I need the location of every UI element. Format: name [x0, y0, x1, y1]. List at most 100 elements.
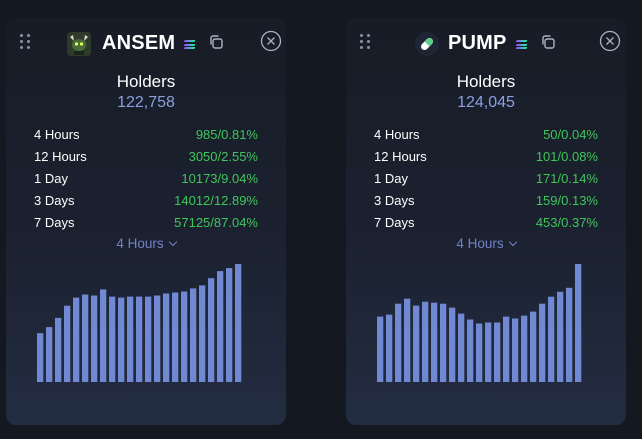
ansem-token-logo-icon	[67, 32, 91, 56]
chart-bar[interactable]	[503, 316, 510, 382]
chart-bar[interactable]	[145, 296, 152, 382]
pump-pill-logo-icon	[415, 32, 439, 56]
stat-row: 12 Hours 101/0.08%	[374, 146, 598, 168]
stat-value: 57125/87.04%	[174, 214, 258, 230]
holders-bar-chart	[377, 264, 582, 383]
chart-bar[interactable]	[73, 297, 80, 382]
chart-bar[interactable]	[539, 303, 546, 382]
stat-row: 4 Hours 50/0.04%	[374, 124, 598, 146]
chart-bar[interactable]	[181, 291, 188, 383]
chart-bar[interactable]	[404, 298, 411, 382]
chart-bar[interactable]	[37, 333, 44, 382]
token-card-pump: PUMP Holders 124,045 4 Hours 50/0.04% 12 …	[346, 18, 626, 425]
card-header: PUMP	[346, 28, 626, 58]
drag-handle-icon[interactable]	[20, 34, 30, 50]
stat-row: 12 Hours 3050/2.55%	[34, 146, 258, 168]
chart-bar[interactable]	[226, 268, 233, 382]
time-range-value: 4 Hours	[116, 236, 164, 251]
chart-bar[interactable]	[127, 296, 134, 382]
token-ticker: ANSEM	[102, 32, 176, 54]
token-ticker: PUMP	[448, 32, 507, 54]
chart-bar[interactable]	[55, 317, 62, 382]
stat-label: 3 Days	[34, 192, 75, 208]
chart-bar[interactable]	[82, 294, 89, 383]
holders-label: Holders	[116, 72, 176, 91]
stat-row: 7 Days 57125/87.04%	[34, 211, 258, 233]
stat-value: 14012/12.89%	[174, 192, 258, 208]
stat-row: 3 Days 14012/12.89%	[34, 189, 258, 211]
card-header: ANSEM	[6, 28, 286, 58]
chart-bar[interactable]	[458, 313, 465, 382]
drag-handle-icon[interactable]	[360, 34, 370, 50]
chart-bar[interactable]	[46, 327, 53, 382]
stat-value: 453/0.37%	[535, 214, 598, 230]
close-icon[interactable]	[599, 30, 621, 52]
holders-count: 122,758	[117, 94, 175, 111]
chart-bar[interactable]	[467, 319, 474, 383]
chart-bar[interactable]	[566, 287, 573, 382]
stat-label: 1 Day	[34, 170, 68, 186]
chart-bar[interactable]	[476, 323, 483, 383]
chart-bar[interactable]	[100, 289, 107, 382]
holders-bar-chart	[37, 264, 242, 383]
copy-icon[interactable]	[540, 34, 556, 50]
chart-bar[interactable]	[91, 295, 98, 383]
chart-bar[interactable]	[431, 302, 438, 382]
chart-bar[interactable]	[386, 314, 393, 382]
chart-bar[interactable]	[118, 297, 125, 382]
stat-value: 985/0.81%	[195, 127, 258, 143]
stat-row: 3 Days 159/0.13%	[374, 189, 598, 211]
chart-bar[interactable]	[548, 296, 555, 382]
chart-bar[interactable]	[521, 315, 528, 382]
holders-label: Holders	[456, 72, 516, 91]
solana-icon	[515, 40, 528, 49]
chart-bar[interactable]	[494, 322, 501, 383]
chart-bar[interactable]	[575, 264, 582, 382]
stat-label: 7 Days	[34, 214, 75, 230]
stat-label: 7 Days	[374, 214, 415, 230]
stat-value: 159/0.13%	[535, 192, 598, 208]
chart-bar[interactable]	[485, 322, 492, 383]
time-range-dropdown[interactable]: 4 Hours	[6, 236, 286, 251]
time-range-value: 4 Hours	[456, 236, 504, 251]
chart-bar[interactable]	[440, 303, 447, 382]
close-icon[interactable]	[260, 30, 282, 52]
chart-bar[interactable]	[190, 288, 197, 382]
stat-label: 4 Hours	[374, 127, 420, 143]
chart-bar[interactable]	[395, 303, 402, 382]
chart-bar[interactable]	[217, 271, 224, 382]
stat-row: 1 Day 10173/9.04%	[34, 168, 258, 190]
holders-count: 124,045	[457, 94, 515, 111]
stat-label: 1 Day	[374, 170, 408, 186]
chart-bar[interactable]	[64, 305, 71, 382]
chart-bar[interactable]	[109, 296, 116, 382]
chart-bar[interactable]	[377, 316, 384, 382]
chart-bar[interactable]	[530, 311, 537, 382]
chart-bar[interactable]	[557, 291, 564, 382]
chart-bar[interactable]	[163, 293, 170, 383]
chevron-down-icon	[168, 237, 177, 247]
chart-bar[interactable]	[172, 292, 179, 383]
chart-bar[interactable]	[235, 264, 242, 382]
chart-bar[interactable]	[413, 305, 420, 382]
chart-bar[interactable]	[449, 307, 456, 382]
solana-icon	[183, 40, 196, 49]
stat-label: 12 Hours	[34, 149, 87, 165]
holder-change-stats: 4 Hours 50/0.04% 12 Hours 101/0.08% 1 Day 1…	[374, 124, 598, 233]
copy-icon[interactable]	[208, 34, 224, 50]
stat-row: 4 Hours 985/0.81%	[34, 124, 258, 146]
stat-label: 4 Hours	[34, 127, 80, 143]
chart-bar[interactable]	[136, 296, 143, 382]
chart-bar[interactable]	[154, 295, 161, 383]
stat-row: 1 Day 171/0.14%	[374, 168, 598, 190]
stat-value: 50/0.04%	[543, 127, 598, 143]
chart-bar[interactable]	[208, 278, 215, 382]
stat-value: 171/0.14%	[535, 170, 598, 186]
time-range-dropdown[interactable]: 4 Hours	[346, 236, 626, 251]
stat-label: 3 Days	[374, 192, 415, 208]
chart-bar[interactable]	[199, 285, 206, 382]
chart-bar[interactable]	[512, 318, 519, 383]
chart-bar[interactable]	[422, 301, 429, 382]
stat-value: 10173/9.04%	[181, 170, 258, 186]
token-card-ansem: ANSEM Holders 122,758 4 Hours 985/0.81% 1…	[6, 18, 286, 425]
